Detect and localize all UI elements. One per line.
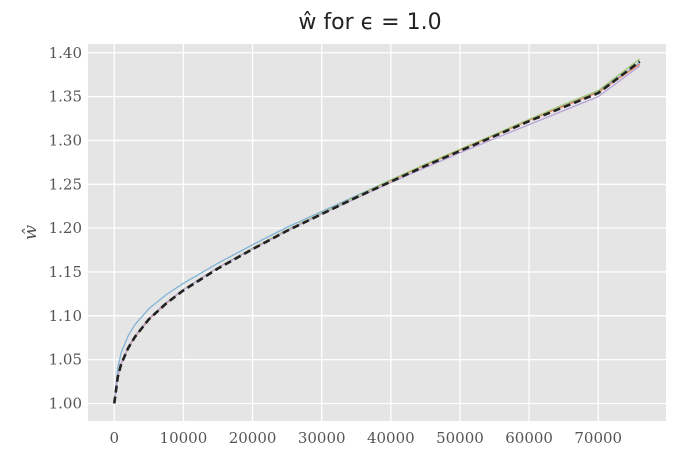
chart-title: ŵ for ϵ = 1.0	[298, 10, 441, 35]
x-axis: 0 10000 20000 30000 40000 50000 60000 70000	[109, 429, 622, 447]
y-tick-label: 1.20	[49, 219, 82, 237]
y-axis-label: ŵ	[20, 224, 41, 240]
y-tick-label: 1.35	[49, 88, 82, 106]
y-tick-label: 1.25	[49, 175, 82, 193]
x-tick-label: 50000	[436, 429, 484, 447]
y-tick-label: 1.10	[49, 307, 82, 325]
series-group	[112, 58, 641, 404]
y-tick-label: 1.30	[49, 131, 82, 149]
x-tick-label: 20000	[229, 429, 277, 447]
grid	[88, 44, 666, 421]
x-tick-label: 30000	[298, 429, 346, 447]
y-tick-label: 1.15	[49, 263, 82, 281]
y-axis: 1.00 1.05 1.10 1.15 1.20 1.25 1.30 1.35 1.40	[49, 44, 82, 413]
x-tick-label: 40000	[367, 429, 415, 447]
y-tick-label: 1.40	[49, 44, 82, 62]
series-line-dashed	[112, 60, 641, 404]
y-tick-label: 1.00	[49, 394, 82, 412]
x-tick-label: 0	[109, 429, 119, 447]
x-tick-label: 60000	[505, 429, 553, 447]
x-tick-label: 10000	[160, 429, 208, 447]
x-tick-label: 70000	[574, 429, 622, 447]
y-tick-label: 1.05	[49, 351, 82, 369]
plot-area	[88, 44, 666, 421]
